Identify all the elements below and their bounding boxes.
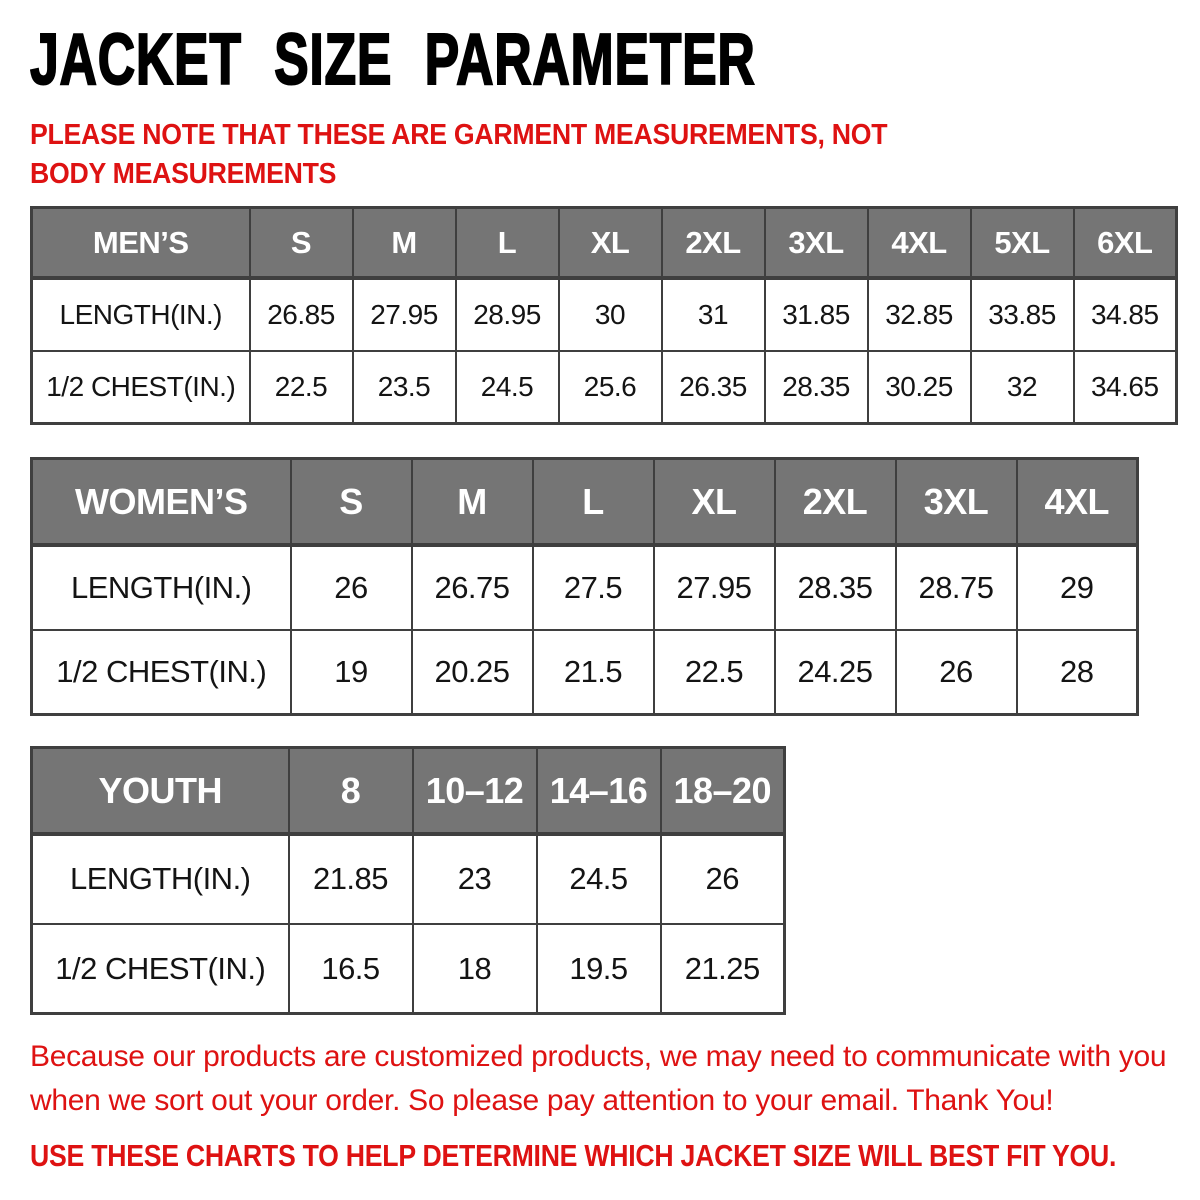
- size-column-header: 2XL: [660, 206, 766, 280]
- mens-size-table: MEN’S S M L XL 2XL 3XL 4XL 5XL 6XL LENGTH(IN.) 26.8…: [30, 206, 1178, 426]
- measurement-value: 23.5: [351, 349, 457, 425]
- measurement-value: 24.25: [773, 628, 897, 716]
- measurement-value: 28.35: [763, 349, 869, 425]
- size-column-header: 6XL: [1072, 206, 1178, 280]
- measurement-value: 32: [969, 349, 1075, 425]
- customization-notice: Because our products are customized prod…: [30, 1040, 1167, 1117]
- measurement-row: LENGTH(IN.) 26 26.75 27.5 27.95 28.35 28.75 29: [30, 543, 1139, 631]
- size-column-header: 14–16: [535, 746, 662, 836]
- measurement-value: 16.5: [287, 922, 414, 1015]
- measurement-value: 27.5: [531, 543, 655, 631]
- measurement-value: 24.5: [535, 832, 662, 925]
- size-column-header: S: [289, 457, 413, 547]
- size-parameter-page: JACKET SIZE PARAMETER PLEASE NOTE THAT T…: [0, 20, 1200, 1200]
- size-column-header: M: [351, 206, 457, 280]
- youth-size-table: YOUTH 8 10–12 14–16 18–20 LENGTH(IN.) 21.85 23 2…: [30, 746, 786, 1016]
- measurement-value: 24.5: [454, 349, 560, 425]
- measurement-value: 27.95: [351, 276, 457, 352]
- measurement-value: 26.35: [660, 349, 766, 425]
- row-label: 1/2 CHEST(IN.): [30, 628, 292, 716]
- row-label: 1/2 CHEST(IN.): [30, 922, 290, 1015]
- youth-table-title: YOUTH: [30, 746, 290, 836]
- measurement-value: 28.35: [773, 543, 897, 631]
- header-row: MEN’S S M L XL 2XL 3XL 4XL 5XL 6XL: [30, 206, 1178, 280]
- measurement-row: 1/2 CHEST(IN.) 16.5 18 19.5 21.25: [30, 922, 786, 1015]
- row-label: LENGTH(IN.): [30, 276, 251, 352]
- size-column-header: L: [454, 206, 560, 280]
- measurement-value: 19: [289, 628, 413, 716]
- measurement-value: 19.5: [535, 922, 662, 1015]
- measurement-value: 21.85: [287, 832, 414, 925]
- measurement-value: 26.85: [248, 276, 354, 352]
- measurement-value: 34.85: [1072, 276, 1178, 352]
- size-column-header: M: [410, 457, 534, 547]
- size-column-header: 8: [287, 746, 414, 836]
- size-column-header: 3XL: [763, 206, 869, 280]
- mens-table-title: MEN’S: [30, 206, 251, 280]
- row-label: 1/2 CHEST(IN.): [30, 349, 251, 425]
- tables: MEN’S S M L XL 2XL 3XL 4XL 5XL 6XL LENGTH(IN.) 26.8…: [0, 206, 1200, 1016]
- measurement-row: LENGTH(IN.) 26.85 27.95 28.95 30 31 31.85 32.85…: [30, 276, 1178, 352]
- measurement-value: 28: [1015, 628, 1139, 716]
- size-column-header: L: [531, 457, 655, 547]
- size-column-header: 10–12: [411, 746, 538, 836]
- measurement-value: 29: [1015, 543, 1139, 631]
- measurement-value: 26: [289, 543, 413, 631]
- measurement-value: 30: [557, 276, 663, 352]
- chart-usage-advice: USE THESE CHARTS TO HELP DETERMINE WHICH…: [30, 1138, 1117, 1174]
- size-column-header: 2XL: [773, 457, 897, 547]
- measurement-value: 34.65: [1072, 349, 1178, 425]
- measurement-value: 31: [660, 276, 766, 352]
- measurement-value: 20.25: [410, 628, 534, 716]
- measurement-value: 18: [411, 922, 538, 1015]
- measurement-value: 26: [894, 628, 1018, 716]
- size-column-header: XL: [557, 206, 663, 280]
- size-column-header: 5XL: [969, 206, 1075, 280]
- measurement-value: 31.85: [763, 276, 869, 352]
- measurement-value: 21.25: [659, 922, 786, 1015]
- garment-measurement-note: PLEASE NOTE THAT THESE ARE GARMENT MEASU…: [30, 119, 888, 191]
- measurement-value: 23: [411, 832, 538, 925]
- size-column-header: XL: [652, 457, 776, 547]
- womens-size-table: WOMEN’S S M L XL 2XL 3XL 4XL LENGTH(IN.) 26 26.75 2…: [30, 457, 1139, 717]
- measurement-value: 26: [659, 832, 786, 925]
- measurement-value: 21.5: [531, 628, 655, 716]
- header-row: WOMEN’S S M L XL 2XL 3XL 4XL: [30, 457, 1139, 547]
- row-label: LENGTH(IN.): [30, 543, 292, 631]
- size-column-header: 4XL: [1015, 457, 1139, 547]
- measurement-row: LENGTH(IN.) 21.85 23 24.5 26: [30, 832, 786, 925]
- size-column-header: 18–20: [659, 746, 786, 836]
- measurement-row: 1/2 CHEST(IN.) 19 20.25 21.5 22.5 24.25 26 28: [30, 628, 1139, 716]
- measurement-row: 1/2 CHEST(IN.) 22.5 23.5 24.5 25.6 26.35 28.35…: [30, 349, 1178, 425]
- page-title: JACKET SIZE PARAMETER: [29, 20, 756, 100]
- womens-table-title: WOMEN’S: [30, 457, 292, 547]
- row-label: LENGTH(IN.): [30, 832, 290, 925]
- size-column-header: S: [248, 206, 354, 280]
- measurement-value: 22.5: [248, 349, 354, 425]
- measurement-value: 25.6: [557, 349, 663, 425]
- measurement-value: 26.75: [410, 543, 534, 631]
- measurement-value: 27.95: [652, 543, 776, 631]
- measurement-value: 22.5: [652, 628, 776, 716]
- measurement-value: 32.85: [866, 276, 972, 352]
- measurement-value: 30.25: [866, 349, 972, 425]
- measurement-value: 33.85: [969, 276, 1075, 352]
- size-column-header: 4XL: [866, 206, 972, 280]
- measurement-value: 28.75: [894, 543, 1018, 631]
- measurement-value: 28.95: [454, 276, 560, 352]
- size-column-header: 3XL: [894, 457, 1018, 547]
- header-row: YOUTH 8 10–12 14–16 18–20: [30, 746, 786, 836]
